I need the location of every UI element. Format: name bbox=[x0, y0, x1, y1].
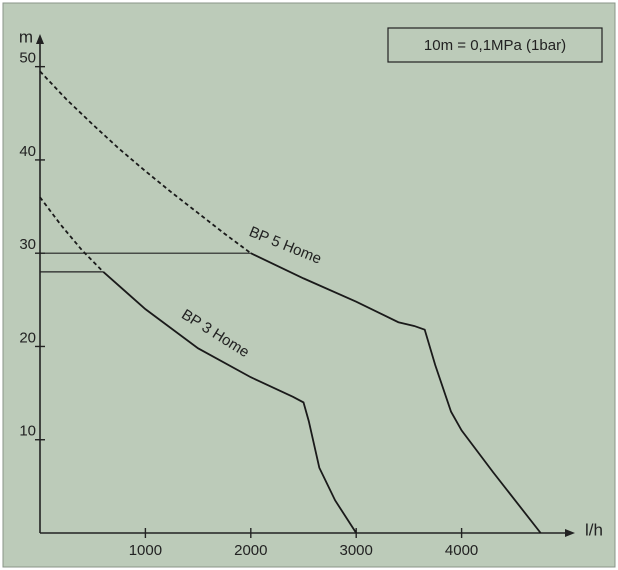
x-axis-arrow bbox=[565, 529, 575, 537]
annotation: 10m = 0,1MPa (1bar) bbox=[424, 37, 566, 54]
x-axis-label: l/h bbox=[585, 520, 603, 539]
y-axis-arrow bbox=[36, 34, 44, 44]
x-tick-label: 4000 bbox=[445, 542, 478, 559]
y-tick-label: 20 bbox=[19, 329, 36, 346]
y-tick-label: 10 bbox=[19, 423, 36, 440]
curve bbox=[39, 196, 104, 273]
y-tick-label: 50 bbox=[19, 50, 36, 67]
curve bbox=[39, 70, 252, 254]
x-tick-label: 1000 bbox=[129, 542, 162, 559]
curve bbox=[250, 252, 542, 534]
x-tick-label: 2000 bbox=[234, 542, 267, 559]
y-tick-label: 30 bbox=[19, 236, 36, 253]
x-tick-label: 3000 bbox=[340, 542, 373, 559]
y-tick-label: 40 bbox=[19, 143, 36, 160]
annotation-box bbox=[387, 27, 603, 63]
y-axis-label: m bbox=[19, 27, 33, 46]
curve bbox=[102, 271, 357, 534]
